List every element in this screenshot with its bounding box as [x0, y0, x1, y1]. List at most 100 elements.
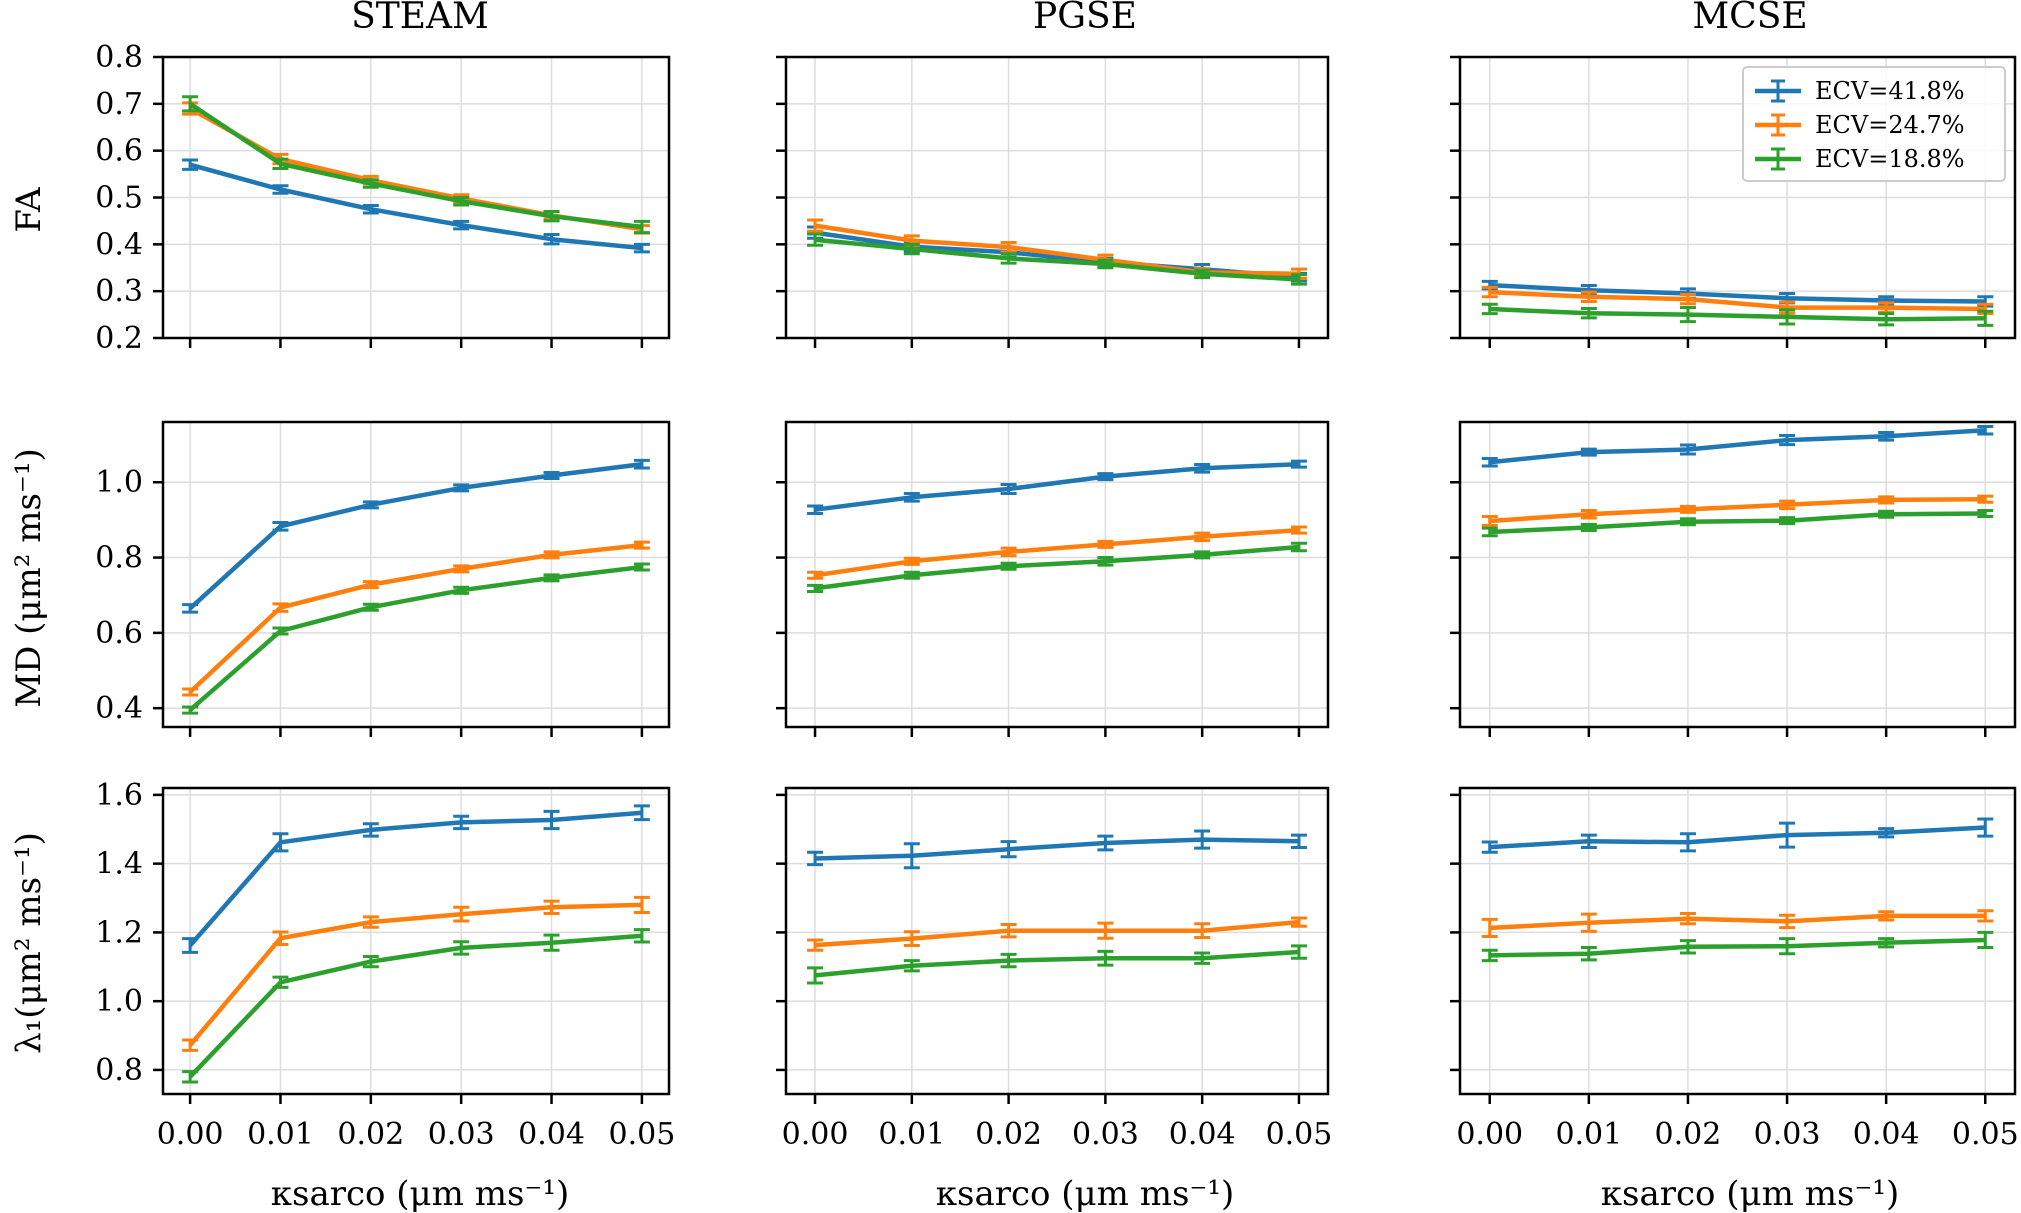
- x-label-pgse: κsarco (μm ms⁻¹): [936, 1174, 1234, 1213]
- x-tick-label: 0.04: [1169, 1117, 1236, 1152]
- x-tick-label: 0.00: [782, 1117, 849, 1152]
- error-bar: [1878, 431, 1895, 442]
- panel-3-2: 0.00 0.01 0.02 0.03 0.04 0.05: [776, 786, 1332, 1152]
- error-bar: [182, 158, 199, 171]
- error-bar: [1000, 546, 1017, 558]
- error-bar: [1097, 949, 1114, 967]
- error-bar: [903, 242, 920, 256]
- error-bar: [1097, 556, 1114, 567]
- error-bar: [1679, 939, 1696, 955]
- error-bar: [182, 705, 199, 715]
- x-tick-label: 0.01: [1555, 1117, 1622, 1152]
- series-line: [188, 810, 643, 947]
- error-bar: [362, 203, 379, 215]
- panel-3-3: 0.00 0.01 0.02 0.03 0.04 0.05: [1450, 786, 2019, 1152]
- axes-frame: [161, 420, 671, 729]
- error-bar: [1290, 273, 1307, 286]
- error-bar: [1290, 459, 1307, 469]
- error-bar: [272, 157, 289, 170]
- error-bar: [1580, 522, 1597, 532]
- series-line: [814, 949, 1300, 978]
- y-tick-label: 0.8: [95, 541, 143, 576]
- error-bar: [807, 966, 824, 985]
- panel-2-1: 0.4 0.6 0.8 1.0: [95, 420, 671, 737]
- error-bar: [543, 232, 560, 246]
- legend: ECV=41.8% ECV=24.7% ECV=18.8%: [1742, 66, 2006, 182]
- y-tick-label: 1.2: [95, 915, 143, 950]
- panel-1-1: 0.2 0.3 0.4 0.5 0.6 0.7 0.8: [95, 40, 671, 356]
- error-bar: [182, 687, 199, 697]
- y-tick-label: 0.8: [95, 1053, 143, 1088]
- error-bar: [362, 178, 379, 189]
- error-bar: [1878, 509, 1895, 519]
- error-bar: [362, 954, 379, 969]
- error-bar: [1000, 240, 1017, 254]
- error-bar: [903, 492, 920, 503]
- error-bar: [272, 930, 289, 946]
- error-bar: [182, 603, 199, 614]
- error-bar: [453, 905, 470, 923]
- error-bar: [272, 184, 289, 195]
- x-tick-label: 0.01: [878, 1117, 945, 1152]
- series-line: [188, 101, 643, 230]
- error-bar: [1878, 495, 1895, 505]
- error-bar: [1977, 508, 1994, 519]
- error-bar: [1878, 312, 1895, 327]
- x-tick-label: 0.02: [975, 1117, 1042, 1152]
- y-tick-label: 0.6: [95, 134, 143, 169]
- error-bar: [1097, 921, 1114, 940]
- legend-item: ECV=24.7%: [1755, 111, 1965, 139]
- error-bar: [1097, 539, 1114, 549]
- error-bar: [1878, 827, 1895, 839]
- legend-item: ECV=41.8%: [1755, 77, 1965, 105]
- error-bar: [807, 218, 824, 233]
- error-bar: [633, 895, 650, 914]
- error-bar: [182, 937, 199, 954]
- series-line: [188, 461, 643, 611]
- error-bar: [1779, 913, 1796, 930]
- error-bar: [1580, 306, 1597, 320]
- error-bar: [272, 975, 289, 989]
- y-tick-label: 0.4: [95, 227, 143, 262]
- x-tick-label: 0.00: [157, 1117, 224, 1152]
- axes-frame: [161, 55, 671, 340]
- error-bar: [1194, 829, 1211, 850]
- error-bar: [1000, 952, 1017, 969]
- error-bar: [1580, 833, 1597, 849]
- error-bar: [1779, 308, 1796, 326]
- error-bar: [1481, 840, 1498, 854]
- series-line: [1489, 825, 1986, 850]
- x-tick-label: 0.03: [428, 1117, 495, 1152]
- y-tick-label: 1.6: [95, 778, 143, 813]
- error-bar: [362, 580, 379, 590]
- error-bar: [272, 832, 289, 853]
- error-bar: [807, 232, 824, 247]
- series-line: [814, 544, 1300, 591]
- error-bar: [1977, 930, 1994, 950]
- error-bar: [1580, 508, 1597, 520]
- error-bar: [633, 219, 650, 235]
- y-tick-label: 0.3: [95, 274, 143, 309]
- error-bar: [1481, 285, 1498, 299]
- error-bar: [272, 626, 289, 636]
- error-bar: [903, 959, 920, 973]
- series-line: [814, 223, 1300, 277]
- y-tick-label: 1.4: [95, 847, 143, 882]
- panel-1-2: [776, 55, 1330, 348]
- error-bar: [543, 210, 560, 223]
- series-line: [1489, 913, 1986, 931]
- series-line: [188, 564, 643, 712]
- error-bar: [633, 540, 650, 550]
- error-bar: [807, 850, 824, 867]
- x-tick-label: 0.00: [1456, 1117, 1523, 1152]
- error-bar: [633, 242, 650, 254]
- error-bar: [807, 504, 824, 515]
- x-tick-label: 0.05: [1952, 1117, 2019, 1152]
- error-bar: [633, 562, 650, 572]
- legend-label: ECV=41.8%: [1815, 77, 1965, 105]
- error-bar: [1481, 917, 1498, 939]
- x-axis-labels: κsarco (μm ms⁻¹) κsarco (μm ms⁻¹) κsarco…: [271, 1174, 1899, 1213]
- error-bar: [1290, 833, 1307, 849]
- error-bar: [807, 570, 824, 580]
